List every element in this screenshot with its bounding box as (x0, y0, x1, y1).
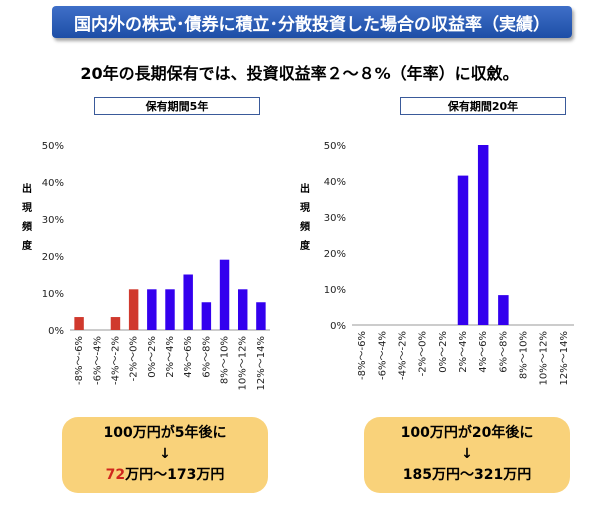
bar-chart-20y: 0% 10% 20% 30% 40% 50% -8%～-6% -6%～-4% -4%～-2% -2… (324, 141, 574, 385)
bar (128, 289, 139, 330)
y-tick-label: 0% (330, 321, 346, 332)
arrow-down-icon: ↓ (159, 446, 171, 462)
header-banner: 国内外の株式･債券に積立･分散投資した場合の収益率（実績） (52, 6, 572, 38)
x-tick-label: -2%～0% (418, 331, 429, 376)
x-tick-label: 2%～4% (458, 331, 469, 373)
y-tick-label: 50% (324, 141, 346, 152)
bar (457, 175, 469, 325)
x-tick-label: 10%～12% (238, 336, 249, 390)
bar (477, 145, 489, 325)
y-tick-label: 30% (324, 213, 346, 224)
y-tick-label: 20% (42, 252, 64, 263)
ylabel-char: 度 (22, 241, 32, 252)
bar (147, 289, 157, 330)
bar (183, 274, 193, 330)
y-tick-label: 30% (42, 215, 64, 226)
callout-20y: 100万円が20年後に ↓ 185万円～321万円 (364, 417, 570, 493)
y-tick-label: 50% (42, 141, 64, 152)
x-tick-label: 8%～10% (220, 336, 231, 384)
y-tick-label: 10% (324, 285, 346, 296)
callout-5y-low: 72 (105, 467, 126, 483)
x-tick-label: -6%～-4% (377, 331, 388, 380)
x-tick-label: 4%～6% (183, 336, 194, 378)
y-tick-label: 20% (324, 249, 346, 260)
x-tick-label: 6%～8% (201, 336, 212, 378)
callout-5y-rest: 万円～173万円 (125, 467, 225, 483)
callout-20y-line1: 100万円が20年後に (400, 425, 534, 441)
y-tick-label: 0% (48, 326, 64, 337)
x-tick-label: 12%～14% (559, 331, 570, 385)
ylabel-char: 頻 (22, 222, 32, 233)
x-tick-label: 0%～2% (438, 331, 449, 373)
x-tick-label: -4%～-2% (397, 331, 408, 380)
bar (165, 289, 175, 330)
x-tick-label: 8%～10% (519, 331, 530, 379)
ylabel-char: 出 (300, 184, 310, 195)
ylabel-char: 度 (300, 241, 310, 252)
x-tick-label: 6%～8% (498, 331, 509, 373)
x-tick-label: -8%～-6% (74, 336, 85, 385)
bar (219, 259, 230, 330)
x-tick-label: 0%～2% (147, 336, 158, 378)
x-tick-label: -4%～-2% (110, 336, 121, 385)
bar (256, 302, 266, 330)
chart-title-5y: 保有期間5年 (94, 97, 260, 115)
ylabel-char: 出 (22, 184, 32, 195)
x-tick-label: -6%～-4% (92, 336, 103, 385)
y-tick-label: 40% (42, 178, 64, 189)
bar (74, 317, 84, 330)
bar (201, 302, 212, 330)
ylabel-char: 頻 (300, 222, 310, 233)
x-tick-label: 4%～6% (478, 331, 489, 373)
page-subtitle: 20年の長期保有では、投資収益率２～８%（年率）に収斂。 (80, 64, 519, 83)
bar (498, 295, 509, 325)
chart-title-20y: 保有期間20年 (400, 97, 566, 115)
bar-chart-5y: 0% 10% 20% 30% 40% 50% -8%～-6% -6%～-4% -4%～-2% -2… (42, 141, 270, 390)
x-tick-label: -2%～0% (129, 336, 140, 381)
callout-5y: 100万円が5年後に ↓ 72万円～173万円 (62, 417, 268, 493)
x-tick-label: 10%～12% (539, 331, 550, 385)
arrow-down-icon: ↓ (461, 446, 473, 462)
y-axis-label-5y: 出 現 頻 度 (20, 180, 34, 256)
x-tick-label: 12%～14% (256, 336, 267, 390)
callout-5y-line1: 100万円が5年後に (103, 425, 227, 441)
bar (110, 317, 121, 330)
callout-20y-range: 185万円～321万円 (402, 467, 532, 483)
ylabel-char: 現 (22, 203, 32, 214)
x-tick-label: -8%～-6% (357, 331, 368, 380)
y-tick-label: 10% (42, 289, 64, 300)
bar (238, 289, 248, 330)
y-axis-label-20y: 出 現 頻 度 (298, 180, 312, 256)
y-tick-label: 40% (324, 177, 346, 188)
ylabel-char: 現 (300, 203, 310, 214)
x-tick-label: 2%～4% (165, 336, 176, 378)
callout-5y-range: 72万円～173万円 (62, 465, 268, 486)
